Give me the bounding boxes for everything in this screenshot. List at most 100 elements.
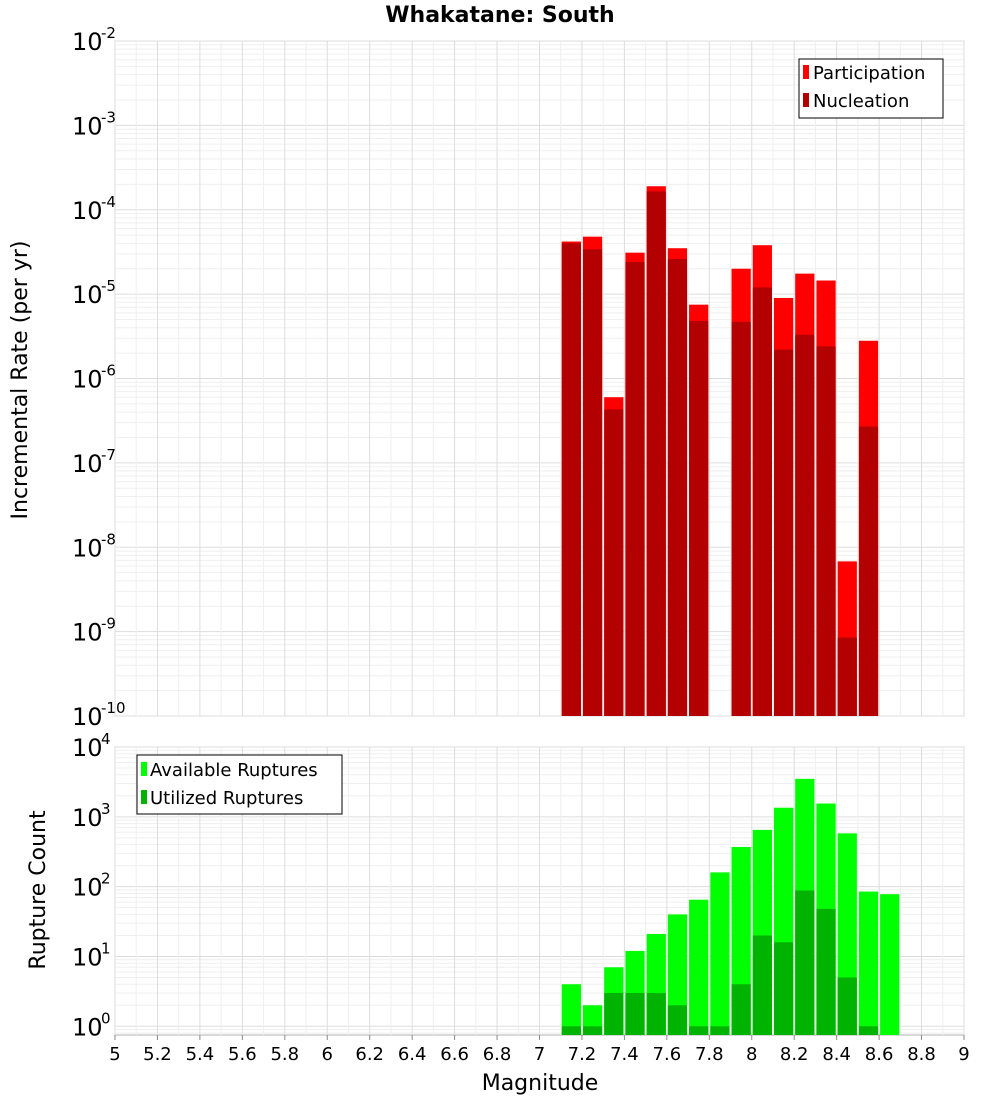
y-tick-exponent: -5 xyxy=(101,277,116,295)
y-tick-exponent: -9 xyxy=(101,615,116,633)
utilized-ruptures-bar xyxy=(752,935,772,1035)
y-tick-label: 10 xyxy=(72,450,103,478)
y-tick-exponent: 0 xyxy=(101,1009,111,1027)
y-tick-exponent: 3 xyxy=(101,800,111,818)
legend-swatch-utilized xyxy=(141,790,147,804)
x-tick-label: 7.8 xyxy=(695,1044,724,1065)
y-tick-exponent: -10 xyxy=(101,699,126,717)
utilized-ruptures-bar xyxy=(816,908,836,1035)
utilized-ruptures-bars xyxy=(561,890,879,1035)
y-tick-exponent: -4 xyxy=(101,193,116,211)
y-tick-label: 10 xyxy=(72,366,103,394)
x-tick-label: 7 xyxy=(534,1044,545,1065)
bottom-legend: Available Ruptures Utilized Ruptures xyxy=(136,754,343,815)
y-tick-label: 10 xyxy=(72,534,103,562)
x-tick-label: 6.2 xyxy=(355,1044,384,1065)
x-axis-ticks: 5 5.2 5.4 5.6 5.8 6 6.2 6.4 6.6 6.8 7 7.2 7.4 7.6 7.8 8… xyxy=(109,1035,970,1065)
bottom-y-axis-label: Rupture Count xyxy=(26,810,51,970)
nucleation-bar xyxy=(625,262,645,716)
y-tick-exponent: -8 xyxy=(101,530,116,548)
available-ruptures-bar xyxy=(858,891,879,1035)
x-tick-label: 6.4 xyxy=(398,1044,427,1065)
x-axis-label: Magnitude xyxy=(482,1071,599,1096)
y-tick-label: 10 xyxy=(72,1013,103,1041)
x-tick-label: 8 xyxy=(746,1044,757,1065)
x-tick-label: 5 xyxy=(109,1044,120,1065)
y-tick-exponent: -2 xyxy=(101,24,116,42)
available-ruptures-bar xyxy=(667,914,688,1035)
y-tick-label: 10 xyxy=(72,943,103,971)
utilized-ruptures-bar xyxy=(795,890,815,1035)
x-tick-label: 5.8 xyxy=(270,1044,299,1065)
y-tick-label: 10 xyxy=(72,112,103,140)
x-tick-label: 6.6 xyxy=(440,1044,469,1065)
utilized-ruptures-bar xyxy=(582,1026,603,1035)
chart-title: Whakatane: South xyxy=(385,3,614,28)
nucleation-bar xyxy=(752,287,772,716)
nucleation-bar xyxy=(773,349,794,716)
x-tick-label: 5.2 xyxy=(143,1044,172,1065)
nucleation-bar xyxy=(604,409,624,716)
x-tick-label: 5.6 xyxy=(228,1044,257,1065)
x-tick-label: 8.6 xyxy=(865,1044,894,1065)
legend-swatch-participation xyxy=(803,65,809,79)
utilized-ruptures-bar xyxy=(667,1005,688,1035)
top-legend-box xyxy=(798,58,944,119)
utilized-ruptures-bar xyxy=(625,992,645,1035)
legend-swatch-nucleation xyxy=(803,93,809,107)
available-ruptures-bar xyxy=(561,984,581,1035)
nucleation-bars xyxy=(561,191,879,717)
x-tick-label: 7.6 xyxy=(653,1044,682,1065)
nucleation-bar xyxy=(858,426,879,716)
top-y-axis-label: Incremental Rate (per yr) xyxy=(8,241,33,520)
utilized-ruptures-bar xyxy=(837,977,857,1035)
y-tick-exponent: 4 xyxy=(101,730,111,748)
y-tick-label: 10 xyxy=(72,874,103,902)
utilized-ruptures-bar xyxy=(604,992,624,1035)
nucleation-bar xyxy=(646,191,666,717)
utilized-ruptures-bar xyxy=(773,942,794,1035)
y-tick-exponent: -7 xyxy=(101,446,116,464)
utilized-ruptures-bar xyxy=(561,1026,581,1035)
nucleation-bar xyxy=(689,321,709,716)
legend-label-utilized: Utilized Ruptures xyxy=(150,788,303,809)
top-panel: 10-210-310-410-510-610-710-810-910-10 In… xyxy=(8,24,965,731)
utilized-ruptures-bar xyxy=(731,984,751,1035)
utilized-ruptures-bar xyxy=(858,1026,879,1035)
x-tick-label: 9 xyxy=(958,1044,969,1065)
y-tick-label: 10 xyxy=(72,197,103,225)
top-legend: Participation Nucleation xyxy=(798,58,944,119)
legend-label-available: Available Ruptures xyxy=(150,760,318,781)
nucleation-bar xyxy=(582,249,603,716)
x-tick-label: 5.4 xyxy=(186,1044,215,1065)
top-grid xyxy=(114,40,965,717)
y-tick-exponent: 2 xyxy=(101,870,111,888)
y-tick-exponent: 1 xyxy=(101,939,111,957)
y-tick-label: 10 xyxy=(72,804,103,832)
nucleation-bar xyxy=(816,346,836,716)
utilized-ruptures-bar xyxy=(646,992,666,1035)
nucleation-bar xyxy=(667,259,688,716)
bottom-legend-box xyxy=(136,754,343,815)
y-tick-exponent: -3 xyxy=(101,108,116,126)
y-tick-label: 10 xyxy=(72,703,103,731)
legend-swatch-available xyxy=(141,762,147,776)
nucleation-bar xyxy=(731,321,751,716)
legend-label-participation: Participation xyxy=(813,63,925,84)
available-ruptures-bar xyxy=(880,894,900,1035)
x-tick-label: 8.8 xyxy=(907,1044,936,1065)
x-tick-label: 7.4 xyxy=(610,1044,639,1065)
x-tick-label: 6.8 xyxy=(483,1044,512,1065)
available-ruptures-bar xyxy=(689,899,709,1035)
nucleation-bar xyxy=(837,637,857,716)
x-tick-label: 6 xyxy=(322,1044,333,1065)
top-y-ticks: 10-210-310-410-510-610-710-810-910-10 xyxy=(72,24,126,731)
x-tick-label: 8.4 xyxy=(822,1044,851,1065)
y-tick-label: 10 xyxy=(72,619,103,647)
y-tick-exponent: -6 xyxy=(101,362,116,380)
nucleation-bar xyxy=(561,243,581,717)
utilized-ruptures-bar xyxy=(689,1026,709,1035)
y-tick-label: 10 xyxy=(72,28,103,56)
